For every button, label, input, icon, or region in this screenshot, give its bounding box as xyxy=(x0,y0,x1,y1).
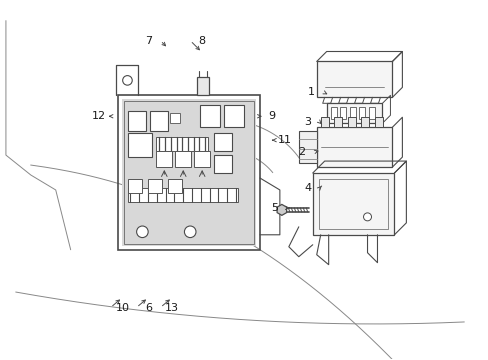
Polygon shape xyxy=(277,204,286,215)
Text: 9: 9 xyxy=(268,111,275,121)
Bar xyxy=(148,179,162,193)
Bar xyxy=(197,77,209,95)
Bar xyxy=(156,137,208,151)
Bar xyxy=(214,133,232,151)
Bar xyxy=(128,111,146,131)
Text: 12: 12 xyxy=(91,111,105,121)
Bar xyxy=(374,117,382,127)
Bar xyxy=(316,127,392,167)
Bar xyxy=(128,179,142,193)
Bar xyxy=(118,95,260,250)
Bar xyxy=(312,173,394,235)
Bar xyxy=(326,103,382,123)
Bar xyxy=(175,151,191,167)
Bar xyxy=(128,133,152,157)
Bar xyxy=(122,99,255,246)
Bar xyxy=(320,117,328,127)
Text: 7: 7 xyxy=(144,36,152,46)
Text: 1: 1 xyxy=(307,87,315,97)
Circle shape xyxy=(363,213,371,221)
Bar xyxy=(368,107,374,119)
Text: 2: 2 xyxy=(298,147,305,157)
Text: 8: 8 xyxy=(198,36,205,46)
Bar xyxy=(334,117,342,127)
Bar xyxy=(361,117,368,127)
Bar xyxy=(124,101,253,244)
Bar xyxy=(347,117,355,127)
Text: 6: 6 xyxy=(144,302,152,312)
Bar xyxy=(170,113,180,123)
Bar xyxy=(340,107,346,119)
Bar xyxy=(200,105,220,127)
Bar xyxy=(214,155,232,173)
Bar xyxy=(156,151,172,167)
Bar xyxy=(349,107,355,119)
Bar xyxy=(359,107,365,119)
Text: 4: 4 xyxy=(304,183,311,193)
Bar xyxy=(168,179,182,193)
Bar xyxy=(318,179,387,229)
Text: 11: 11 xyxy=(277,135,291,145)
Bar xyxy=(150,111,168,131)
Bar xyxy=(330,107,336,119)
Bar xyxy=(128,188,238,202)
Circle shape xyxy=(136,226,148,238)
Text: 10: 10 xyxy=(115,302,129,312)
Text: 13: 13 xyxy=(165,302,179,312)
Bar xyxy=(298,131,316,163)
Circle shape xyxy=(122,76,132,85)
Bar xyxy=(316,62,392,97)
Text: 3: 3 xyxy=(304,117,311,127)
Bar xyxy=(224,105,244,127)
Bar xyxy=(194,151,210,167)
Circle shape xyxy=(184,226,196,238)
Text: 5: 5 xyxy=(271,203,278,213)
